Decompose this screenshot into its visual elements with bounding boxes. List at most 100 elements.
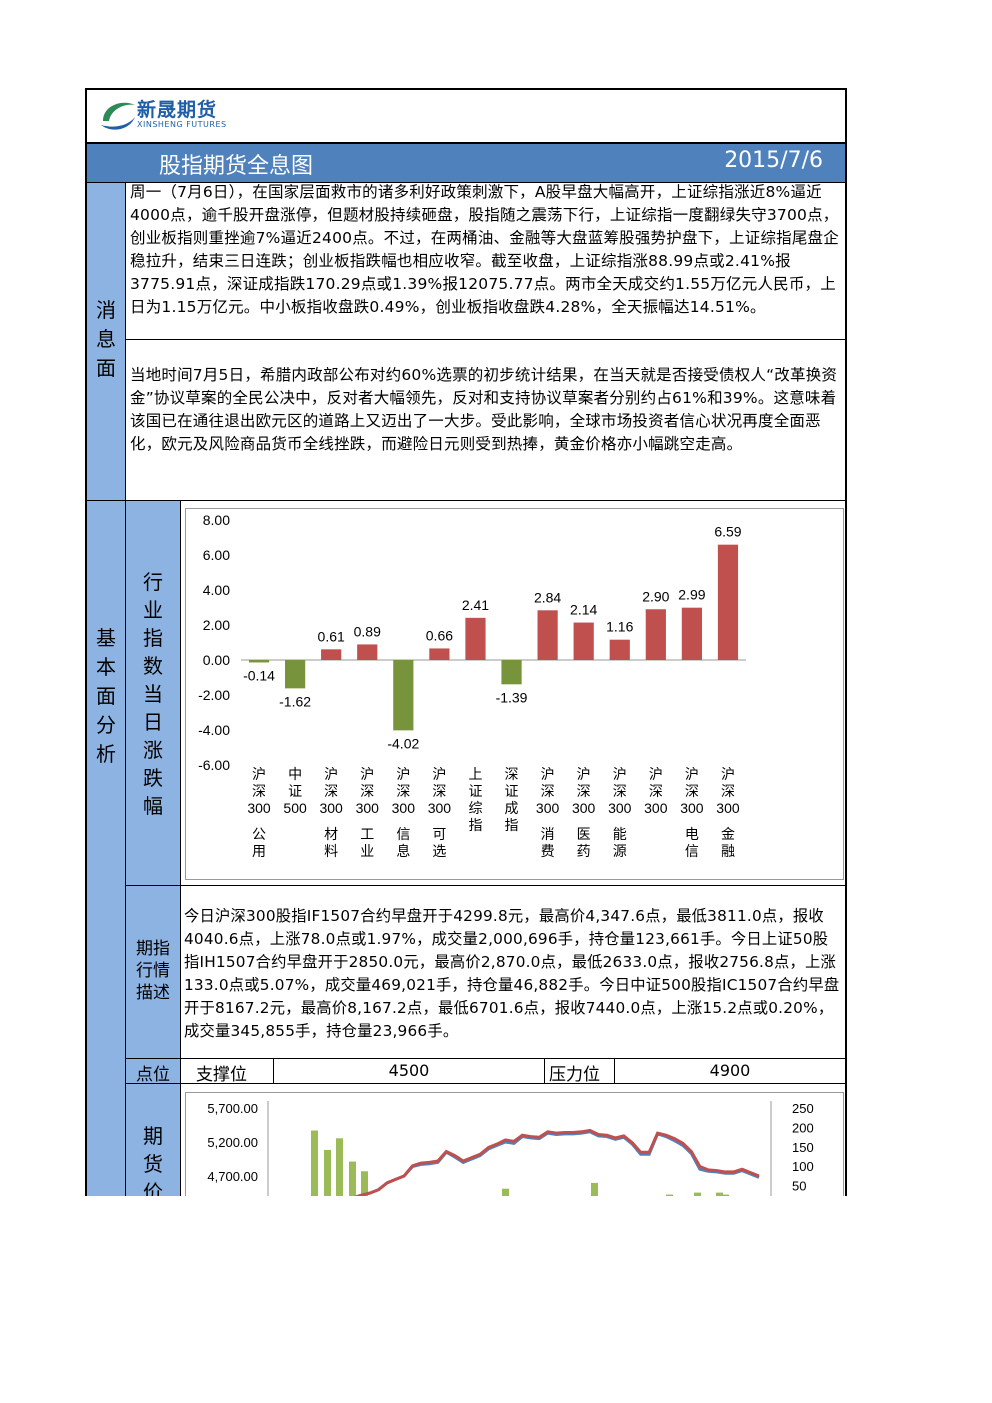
bar [717,544,739,660]
y-left-tick: 4,700.00 [207,1169,258,1184]
news-paragraph-2: 当地时间7月5日，希腊内政部公布对约60%选票的初步统计结果，在当天就是否接受债… [130,366,838,453]
y-right-tick: 150 [792,1140,814,1155]
category-label: 沪深 300 金融 [716,766,740,859]
quote-section-label: 期指行情描述 [136,939,170,1003]
resist-label: 压力位 [549,1065,600,1085]
levels-label-cell [126,1059,180,1083]
data-label: 2.90 [642,588,669,604]
bar [285,660,306,689]
category-label: 沪深 300 [644,766,668,816]
data-label: -0.14 [243,667,275,683]
y-right-tick: 100 [792,1159,814,1174]
data-label: 2.99 [678,587,705,603]
industry-chart-label: 行业指数当日涨跌幅 [143,570,163,818]
y-right-tick: 200 [792,1120,814,1135]
bar [681,607,702,660]
news-paragraph-1: 周一（7月6日），在国家层面救市的诸多利好政策刺激下，A股早盘大幅高开，上证综指… [130,183,839,316]
bar [573,622,594,660]
sheet-frame [85,88,847,1196]
futures-chart-box: 5,700.00 5,200.00 4,700.00 250 200 150 100 50 [185,1092,844,1196]
logo-subtitle: XINSHENG FUTURES [137,120,227,129]
category-label: 深证成指 [505,766,519,833]
futures-price-chart: 5,700.00 5,200.00 4,700.00 250 200 150 100 50 [207,1101,814,1196]
page-title: 股指期货全息图 [159,154,314,179]
volume-bar [716,1192,723,1196]
volume-bar [324,1149,331,1196]
y-tick-label: 6.00 [203,547,230,563]
price-line-2 [353,1128,760,1196]
bar [501,660,522,685]
volume-bar [502,1188,509,1196]
data-label: 0.61 [318,628,345,644]
industry-label-column [126,501,180,885]
bar [609,639,630,660]
volume-bar [336,1138,343,1196]
bar [321,649,342,660]
futures-label-column [126,1084,180,1196]
volume-bar [694,1192,701,1196]
y-left-tick: 5,200.00 [207,1135,258,1150]
bar [357,644,378,660]
category-label: 上证综指 [468,766,482,833]
bar [645,609,666,660]
y-tick-label: -2.00 [198,687,230,703]
levels-label: 点位 [136,1065,170,1085]
data-label: 0.66 [426,627,453,643]
y-tick-label: 4.00 [203,582,230,598]
fundamental-section-label: 基本面分析 [96,626,116,766]
quote-description: 今日沪深300股指IF1507合约早盘开于4299.8元，最高价4,347.6点… [184,907,840,1040]
futures-chart-label: 期货价 [143,1124,163,1196]
support-label: 支撑位 [196,1065,247,1085]
side-column [87,183,125,1196]
quote-label-column [126,886,180,1058]
leaf-logo-icon [101,102,135,130]
category-label: 沪深 300 消费 [536,766,560,859]
category-label: 沪深 300 信息 [392,766,416,859]
bar [429,648,450,660]
y-tick-label: 0.00 [203,652,230,668]
volume-bar [591,1182,598,1196]
y-right-tick: 50 [792,1179,806,1194]
y-left-tick: 5,700.00 [207,1101,258,1116]
bar [537,610,558,660]
report-date: 2015/7/6 [724,148,823,173]
y-tick-label: 8.00 [203,512,230,528]
volume-bar [666,1194,673,1196]
data-label: 6.59 [714,524,741,540]
volume-bar [361,1171,368,1196]
logo: 新晟期货 XINSHENG FUTURES [97,93,297,139]
data-label: 1.16 [606,619,633,635]
category-label: 沪深 300 公用 [247,766,271,859]
category-label: 中证 500 [283,766,307,816]
category-label: 沪深 300 医药 [572,766,596,859]
data-label: -1.39 [496,689,528,705]
category-label: 沪深 300 工业 [356,766,380,859]
data-label: 2.14 [570,602,597,618]
logo-name: 新晟期货 [137,99,218,121]
industry-chart-box: 8.00 6.00 4.00 2.00 0.00 -2.00 -4.00 -6.00 -0.14… [185,508,844,880]
title-bar: 股指期货全息图 2015/7/6 [87,144,845,182]
category-label: 沪深 300 电信 [680,766,704,859]
category-label: 沪深 300 材料 [319,766,343,859]
y-right-tick: 250 [792,1101,814,1116]
data-label: -1.62 [279,693,311,709]
bar [465,617,486,660]
price-line-1 [353,1130,760,1196]
data-label: -4.02 [387,735,419,751]
volume-bar [349,1161,356,1196]
y-tick-label: -4.00 [198,722,230,738]
data-label: 2.41 [462,597,489,613]
data-label: 2.84 [534,589,561,605]
support-value: 4500 [388,1061,430,1080]
category-label: 沪深 300 可选 [428,766,452,859]
news-section-label: 消息面 [96,298,116,380]
volume-bar [311,1130,318,1196]
volume-bar [722,1194,729,1196]
y-tick-label: 2.00 [203,617,230,633]
bar [393,660,414,731]
industry-bar-chart: 8.00 6.00 4.00 2.00 0.00 -2.00 -4.00 -6.00 -0.14… [198,512,746,859]
y-tick-label: -6.00 [198,757,230,773]
resist-value: 4900 [709,1061,751,1080]
data-label: 0.89 [354,623,381,639]
category-label: 沪深 300 能源 [608,766,632,859]
